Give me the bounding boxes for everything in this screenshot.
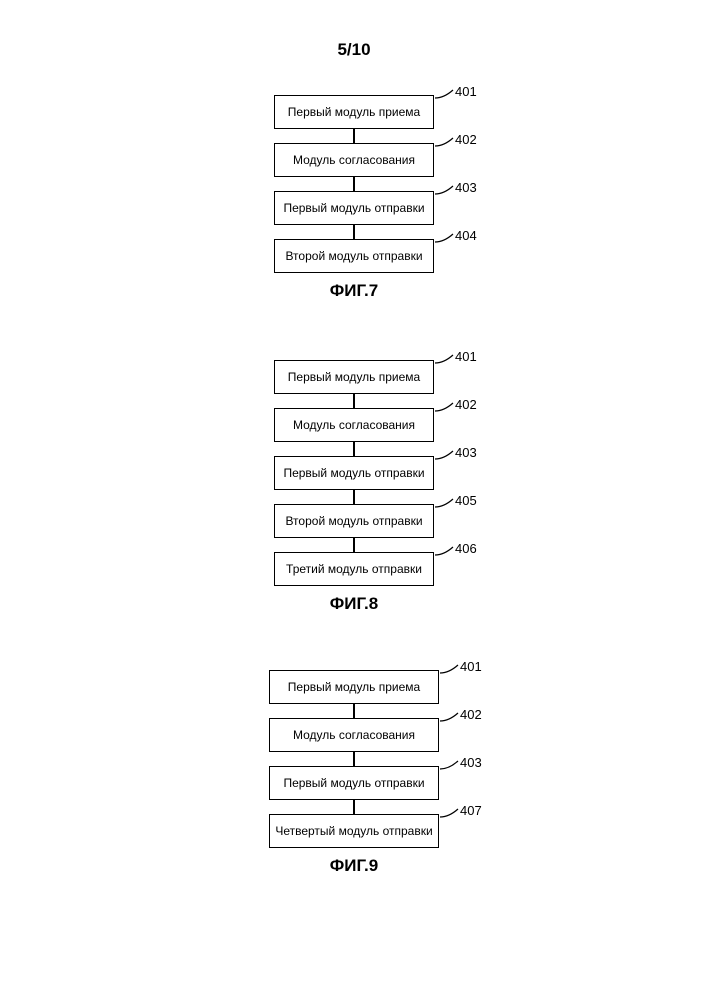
connector bbox=[353, 490, 355, 504]
box-label: Первый модуль приема bbox=[288, 680, 420, 694]
figure-1: Первый модуль приема401 Модуль согласован… bbox=[274, 95, 434, 301]
module-box: Четвертый модуль отправки407 bbox=[269, 814, 439, 848]
ref-label: 403 bbox=[460, 755, 482, 770]
ref-label: 406 bbox=[455, 541, 477, 556]
figure-caption: ФИГ.9 bbox=[330, 856, 378, 876]
connector bbox=[353, 800, 355, 814]
ref-label: 401 bbox=[460, 659, 482, 674]
module-box: Первый модуль приема401 bbox=[274, 95, 434, 129]
box-label: Модуль согласования bbox=[293, 728, 415, 742]
figure-3: Первый модуль приема401 Модуль согласован… bbox=[269, 670, 439, 876]
box-label: Второй модуль отправки bbox=[285, 514, 422, 528]
module-box: Второй модуль отправки405 bbox=[274, 504, 434, 538]
box-label: Первый модуль отправки bbox=[283, 466, 424, 480]
ref-label: 401 bbox=[455, 349, 477, 364]
box-label: Четвертый модуль отправки bbox=[275, 824, 432, 838]
connector bbox=[353, 704, 355, 718]
ref-label: 405 bbox=[455, 493, 477, 508]
connector bbox=[353, 177, 355, 191]
ref-label: 404 bbox=[455, 228, 477, 243]
box-label: Модуль согласования bbox=[293, 418, 415, 432]
ref-label: 407 bbox=[460, 803, 482, 818]
figure-caption: ФИГ.7 bbox=[330, 281, 378, 301]
connector bbox=[353, 225, 355, 239]
module-box: Первый модуль отправки403 bbox=[274, 191, 434, 225]
ref-label: 403 bbox=[455, 445, 477, 460]
connector bbox=[353, 752, 355, 766]
figure-2: Первый модуль приема401 Модуль согласован… bbox=[274, 360, 434, 614]
module-box: Первый модуль отправки403 bbox=[274, 456, 434, 490]
ref-label: 402 bbox=[455, 397, 477, 412]
ref-label: 403 bbox=[455, 180, 477, 195]
module-box: Второй модуль отправки404 bbox=[274, 239, 434, 273]
module-box: Первый модуль отправки403 bbox=[269, 766, 439, 800]
box-label: Третий модуль отправки bbox=[286, 562, 422, 576]
box-label: Второй модуль отправки bbox=[285, 249, 422, 263]
connector bbox=[353, 538, 355, 552]
module-box: Первый модуль приема401 bbox=[274, 360, 434, 394]
box-label: Модуль согласования bbox=[293, 153, 415, 167]
module-box: Первый модуль приема401 bbox=[269, 670, 439, 704]
ref-label: 402 bbox=[455, 132, 477, 147]
box-label: Первый модуль отправки bbox=[283, 201, 424, 215]
ref-label: 401 bbox=[455, 84, 477, 99]
module-box: Третий модуль отправки406 bbox=[274, 552, 434, 586]
module-box: Модуль согласования402 bbox=[274, 408, 434, 442]
figure-caption: ФИГ.8 bbox=[330, 594, 378, 614]
connector bbox=[353, 129, 355, 143]
box-label: Первый модуль приема bbox=[288, 370, 420, 384]
box-label: Первый модуль отправки bbox=[283, 776, 424, 790]
box-label: Первый модуль приема bbox=[288, 105, 420, 119]
connector bbox=[353, 442, 355, 456]
connector bbox=[353, 394, 355, 408]
module-box: Модуль согласования402 bbox=[274, 143, 434, 177]
ref-label: 402 bbox=[460, 707, 482, 722]
module-box: Модуль согласования402 bbox=[269, 718, 439, 752]
page-number: 5/10 bbox=[337, 40, 370, 60]
